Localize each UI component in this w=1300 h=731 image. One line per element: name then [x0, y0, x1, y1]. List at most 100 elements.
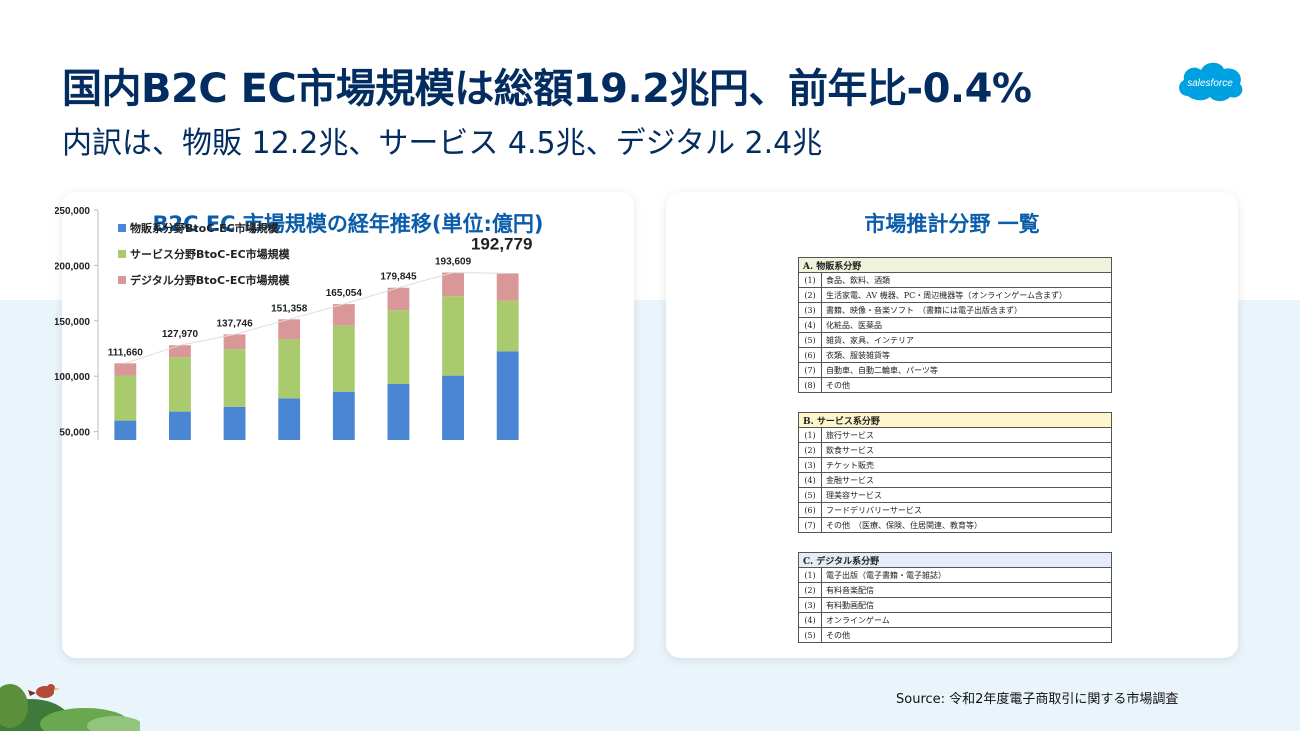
- row-number: (5): [798, 627, 822, 643]
- row-number: (4): [798, 612, 822, 628]
- row-number: (4): [798, 317, 822, 333]
- row-number: (5): [798, 332, 822, 348]
- table-row: (5) その他: [798, 627, 1112, 643]
- row-text: 理美容サービス: [821, 487, 1112, 503]
- row-number: (8): [798, 377, 822, 393]
- bar-segment-1: [332, 391, 355, 440]
- row-text: その他: [821, 627, 1112, 643]
- row-text: 自動車、自動二輪車、パーツ等: [821, 362, 1112, 378]
- bar-segment-2: [387, 310, 410, 384]
- table-row: (3) 有料動画配信: [798, 597, 1112, 613]
- table-row: (3) 書籍、映像・音楽ソフト （書籍には電子出版含まず）: [798, 302, 1112, 318]
- table-row: (7) 自動車、自動二輪車、パーツ等: [798, 362, 1112, 378]
- table-row: (1) 電子出版（電子書籍・電子雑誌）: [798, 567, 1112, 583]
- category-table-2: B. サービス系分野 (1) 旅行サービス (2) 飲食サービス (3) チケット販売 (4)…: [798, 412, 1112, 533]
- total-label: 137,746: [216, 318, 253, 329]
- row-number: (3): [798, 597, 822, 613]
- total-label: 127,970: [162, 329, 199, 340]
- table-row: (3) チケット販売: [798, 457, 1112, 473]
- bar-segment-1: [442, 375, 464, 440]
- y-tick-label: 50,000: [59, 428, 90, 439]
- total-label: 165,054: [326, 288, 363, 299]
- row-text: 電子出版（電子書籍・電子雑誌）: [821, 567, 1112, 583]
- table-heading: A. 物販系分野: [798, 257, 1112, 273]
- row-text: 生活家電、AV 機器、PC・周辺機器等（オンラインゲーム含まず）: [821, 287, 1112, 303]
- row-text: 飲食サービス: [821, 442, 1112, 458]
- row-text: チケット販売: [821, 457, 1112, 473]
- row-text: 化粧品、医薬品: [821, 317, 1112, 333]
- row-text: 旅行サービス: [821, 427, 1112, 443]
- bar-segment-3: [169, 345, 191, 358]
- table-row: (2) 生活家電、AV 機器、PC・周辺機器等（オンラインゲーム含まず）: [798, 287, 1112, 303]
- bar-segment-3: [278, 319, 301, 340]
- row-number: (6): [798, 347, 822, 363]
- bar-segment-1: [278, 398, 301, 440]
- bar-segment-3: [223, 334, 246, 350]
- chart-card: B2C EC 市場規模の経年推移(単位:億円): [62, 192, 634, 658]
- bar-segment-1: [496, 351, 519, 440]
- row-number: (7): [798, 362, 822, 378]
- total-label: 179,845: [380, 272, 417, 283]
- legend-label-1: 物販系分野BtoC-EC市場規模: [130, 221, 280, 235]
- y-tick-label: 250,000: [55, 206, 90, 217]
- bar-segment-3: [332, 304, 355, 326]
- bar-segment-1: [114, 420, 137, 440]
- row-number: (1): [798, 567, 822, 583]
- bar-segment-3: [496, 273, 519, 301]
- row-number: (3): [798, 302, 822, 318]
- row-text: 有料音楽配信: [821, 582, 1112, 598]
- bar-segment-1: [169, 411, 191, 440]
- foliage-bird-decoration: [0, 684, 140, 731]
- row-text: 有料動画配信: [821, 597, 1112, 613]
- row-text: オンラインゲーム: [821, 612, 1112, 628]
- row-number: (2): [798, 287, 822, 303]
- total-label: 151,358: [271, 303, 308, 314]
- table-row: (1) 食品、飲料、酒類: [798, 272, 1112, 288]
- table-row: (2) 有料音楽配信: [798, 582, 1112, 598]
- salesforce-logo: salesforce: [1179, 62, 1243, 102]
- legend-swatch-2: [118, 250, 126, 258]
- row-number: (1): [798, 272, 822, 288]
- row-number: (3): [798, 457, 822, 473]
- row-text: フードデリバリーサービス: [821, 502, 1112, 518]
- row-number: (5): [798, 487, 822, 503]
- bar-segment-2: [278, 339, 301, 399]
- bar-segment-2: [442, 296, 464, 376]
- bar-segment-3: [442, 272, 464, 297]
- total-label-highlight: 192,779: [471, 234, 532, 253]
- row-text: その他: [821, 377, 1112, 393]
- row-number: (2): [798, 442, 822, 458]
- table-row: (5) 理美容サービス: [798, 487, 1112, 503]
- total-label: 193,609: [435, 256, 472, 267]
- row-number: (7): [798, 517, 822, 533]
- table-row: (4) 金融サービス: [798, 472, 1112, 488]
- table-row: (6) フードデリバリーサービス: [798, 502, 1112, 518]
- table-heading: B. サービス系分野: [798, 412, 1112, 428]
- legend-label-3: デジタル分野BtoC-EC市場規模: [130, 273, 290, 287]
- bar-segment-2: [223, 349, 246, 407]
- table-row: (2) 飲食サービス: [798, 442, 1112, 458]
- bar-segment-3: [114, 363, 137, 376]
- row-number: (6): [798, 502, 822, 518]
- page-title: 国内B2C EC市場規模は総額19.2兆円、前年比-0.4%: [62, 66, 1032, 112]
- logo-text: salesforce: [1187, 78, 1233, 89]
- legend-swatch-3: [118, 276, 126, 284]
- bar-segment-2: [114, 375, 137, 421]
- total-trend-line: [125, 271, 508, 364]
- bar-segment-1: [387, 383, 410, 440]
- row-text: 書籍、映像・音楽ソフト （書籍には電子出版含まず）: [821, 302, 1112, 318]
- row-number: (2): [798, 582, 822, 598]
- category-table-3: C. デジタル系分野 (1) 電子出版（電子書籍・電子雑誌） (2) 有料音楽配信 (3)…: [798, 552, 1112, 643]
- page-subtitle: 内訳は、物販 12.2兆、サービス 4.5兆、デジタル 2.4兆: [62, 126, 823, 161]
- table-row: (7) その他 （医療、保険、住居関連、教育等）: [798, 517, 1112, 533]
- legend-swatch-1: [118, 224, 126, 232]
- row-text: 衣類、服装雑貨等: [821, 347, 1112, 363]
- bar-segment-3: [387, 287, 410, 311]
- stacked-bar-chart: 050,000100,000150,000200,000250,0002013年…: [55, 206, 532, 440]
- row-text: 食品、飲料、酒類: [821, 272, 1112, 288]
- table-card-title: 市場推計分野 一覧: [864, 212, 1040, 236]
- table-row: (4) オンラインゲーム: [798, 612, 1112, 628]
- row-number: (4): [798, 472, 822, 488]
- row-text: 雑貨、家具、インテリア: [821, 332, 1112, 348]
- row-text: その他 （医療、保険、住居関連、教育等）: [821, 517, 1112, 533]
